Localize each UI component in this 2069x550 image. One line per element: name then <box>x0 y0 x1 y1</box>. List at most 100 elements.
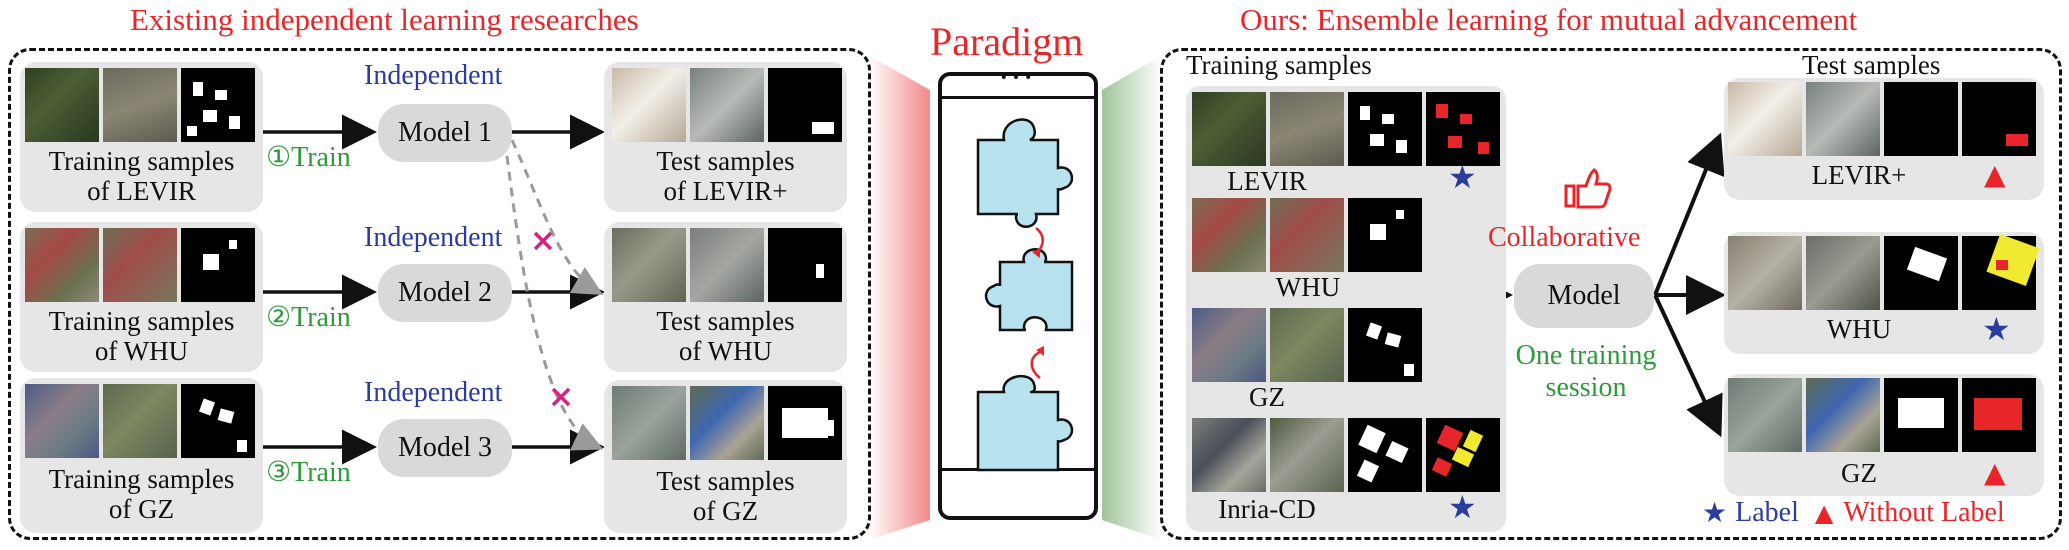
change-mask-red <box>1962 378 2036 452</box>
cross-icon <box>551 387 571 407</box>
change-mask <box>1348 92 1422 166</box>
satellite-image <box>1806 82 1880 156</box>
triangle-icon: ▲ <box>1984 158 2006 191</box>
change-mask-red <box>1426 92 1500 166</box>
satellite-image <box>1806 236 1880 310</box>
right-title: Ours: Ensemble learning for mutual advan… <box>1240 2 1858 37</box>
change-mask-color <box>1426 418 1500 492</box>
satellite-image <box>612 68 686 142</box>
satellite-image <box>612 386 686 460</box>
satellite-image <box>103 228 177 302</box>
satellite-image <box>25 68 99 142</box>
test-caption: Test samples of WHU <box>656 306 795 366</box>
dashed-curve-1 <box>510 139 604 296</box>
satellite-image <box>1806 378 1880 452</box>
train-set-levir: LEVIR <box>1227 166 1307 196</box>
triangle-icon: ▲ <box>1984 456 2006 489</box>
star-icon: ★ <box>1982 310 2011 348</box>
change-mask-color <box>1962 234 2040 310</box>
train-step-label: ③Train <box>266 457 351 488</box>
cross-icon <box>533 231 553 251</box>
change-mask <box>768 386 842 460</box>
satellite-image <box>103 384 177 458</box>
satellite-image <box>1192 198 1266 272</box>
left-title: Existing independent learning researches <box>130 2 639 37</box>
change-mask <box>181 384 255 458</box>
satellite-image <box>1728 236 1802 310</box>
satellite-image <box>103 68 177 142</box>
model-box-3: Model 3 <box>378 419 512 477</box>
satellite-image <box>690 68 764 142</box>
training-card-levir: Training samples of LEVIR <box>20 62 263 212</box>
left-connector-gradient <box>868 55 930 540</box>
training-card-whu: Training samples of WHU <box>20 222 263 372</box>
satellite-image <box>690 386 764 460</box>
right-connector-gradient <box>1102 55 1162 540</box>
legend-without-label: Without Label <box>1843 496 2005 528</box>
change-mask <box>1348 418 1422 492</box>
satellite-image <box>1192 418 1266 492</box>
star-icon: ★ <box>1448 488 1477 526</box>
satellite-image <box>690 228 764 302</box>
satellite-image <box>1270 308 1344 382</box>
test-card-whu: Test samples of WHU <box>604 222 847 372</box>
training-caption: Training samples of WHU <box>48 306 235 366</box>
change-mask <box>768 68 842 142</box>
test-samples-title: Test samples <box>1802 50 1941 80</box>
model-to-gz-arrow <box>1653 294 1723 438</box>
model-box: Model <box>1514 264 1654 328</box>
change-mask <box>1884 378 1958 452</box>
dots-icon: ••• <box>999 70 1037 86</box>
test-card-gz: GZ ▲ <box>1724 374 2044 496</box>
satellite-image <box>25 228 99 302</box>
test-card-levir: Test samples of LEVIR+ <box>604 62 847 212</box>
train-set-gz: GZ <box>1249 382 1285 412</box>
star-icon: ★ <box>1702 496 1728 529</box>
train-set-inria: Inria-CD <box>1218 494 1316 524</box>
satellite-image <box>1270 92 1344 166</box>
change-mask-red <box>1962 82 2036 156</box>
satellite-image <box>25 384 99 458</box>
legend-label: Label <box>1735 496 1799 528</box>
change-mask <box>1348 198 1422 272</box>
legend: ★ Label ▲ Without Label <box>1702 496 2005 529</box>
test-card-whu: WHU ★ <box>1724 232 2044 354</box>
independent-label: Independent <box>364 60 503 91</box>
satellite-image <box>1192 308 1266 382</box>
satellite-image <box>1270 198 1344 272</box>
change-mask <box>768 228 842 302</box>
paradigm-title: Paradigm <box>930 19 1084 64</box>
train-step-label: ②Train <box>266 302 351 333</box>
training-caption: Training samples of GZ <box>48 464 235 524</box>
independent-label: Independent <box>364 222 503 253</box>
change-mask <box>181 68 255 142</box>
satellite-image <box>1728 82 1802 156</box>
collaborative-label: Collaborative <box>1488 222 1641 253</box>
test-card-levir: LEVIR+ ▲ <box>1724 78 2044 200</box>
training-card-gz: Training samples of GZ <box>20 378 263 533</box>
left-panel <box>8 48 871 540</box>
dashed-curve-2 <box>503 139 604 451</box>
change-mask <box>1348 308 1422 382</box>
satellite-image <box>612 228 686 302</box>
change-mask <box>1884 236 1958 310</box>
independent-label: Independent <box>364 377 503 408</box>
satellite-image <box>1192 92 1266 166</box>
right-panel <box>1160 48 2062 540</box>
training-samples-title: Training samples <box>1186 50 1372 80</box>
training-caption: Training samples of LEVIR <box>48 146 235 206</box>
session-label: One training session <box>1515 340 1657 403</box>
test-caption: Test samples of GZ <box>656 466 795 526</box>
satellite-image <box>1728 378 1802 452</box>
test-card-gz: Test samples of GZ <box>604 380 847 533</box>
model-box-1: Model 1 <box>378 104 512 162</box>
change-mask <box>1884 82 1958 156</box>
satellite-image <box>1270 418 1344 492</box>
test-set-whu: WHU <box>1826 314 1892 344</box>
star-icon: ★ <box>1448 158 1477 196</box>
test-set-gz: GZ <box>1841 458 1877 488</box>
change-mask <box>181 228 255 302</box>
model-box-2: Model 2 <box>378 264 512 322</box>
train-set-whu: WHU <box>1275 272 1341 302</box>
